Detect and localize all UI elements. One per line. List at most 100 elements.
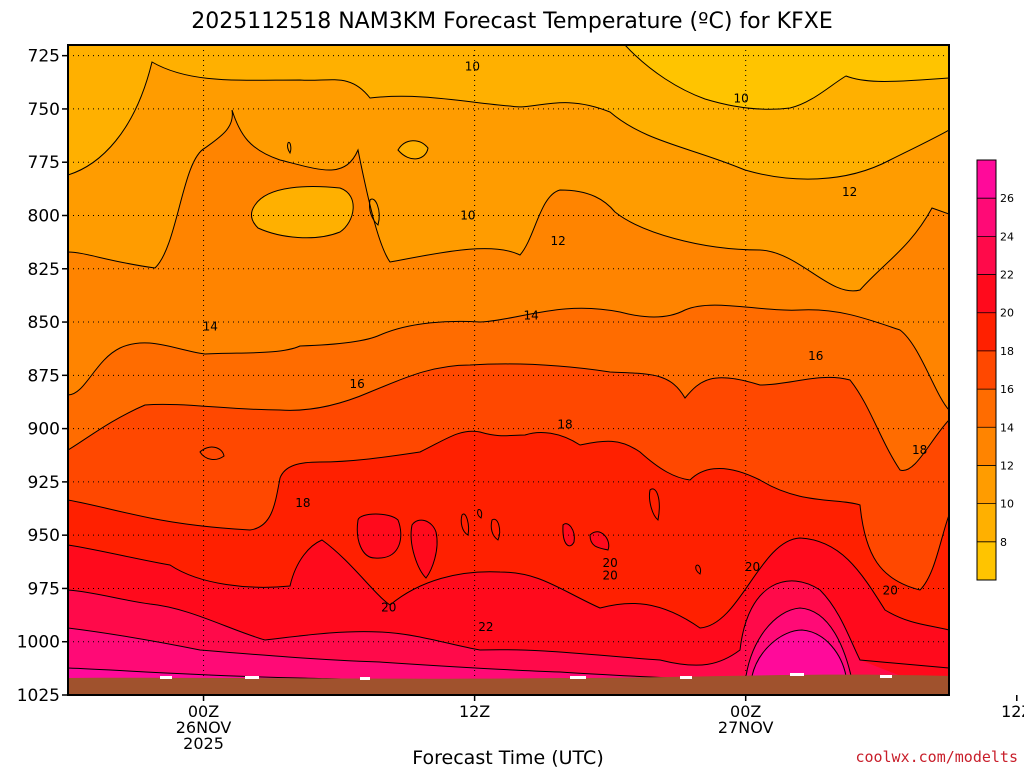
colorbar-swatch [977,389,996,428]
colorbar: 8 10 12 14 16 18 20 22 24 26 [976,159,1014,581]
contour-20 [68,537,949,631]
contour-value-label: 16 [350,377,365,391]
surface-fleck [245,676,259,679]
colorbar-tick-label: 26 [1000,192,1014,205]
y-tick-label: 750 [28,100,60,120]
y-tick-label: 775 [28,153,60,173]
contour-pocket-14 [287,141,292,155]
x-tick-label: 12Z [459,702,490,721]
contour-10 [68,61,949,180]
x-tick-label: 26NOV [176,718,232,737]
colorbar-frame [976,159,997,581]
colorbar-tick-label: 16 [1000,383,1014,396]
plot-area: 1010108121012141414161616181818182020202… [68,45,949,695]
contour-pocket-11 [199,446,225,460]
colorbar-tick-label: 18 [1000,345,1014,358]
colorbar-tick-label: 8 [1000,536,1007,549]
contour-pocket-10 [649,488,660,521]
x-tick-label: 00Z [730,702,761,721]
colorbar-swatch [977,465,996,505]
contour-value-label: 16 [808,349,823,363]
contour-pocket-13 [695,564,701,575]
contour-value-label: 20 [883,584,898,598]
contour-value-label: 20 [603,556,618,570]
contour-value-label: 18 [912,443,927,457]
colorbar-tick-label: 10 [1000,498,1014,511]
contour-value-label: 18 [557,417,572,431]
colorbar-tick-label: 14 [1000,421,1014,434]
contour-labels: 1010108121012141414161616181818182020202… [203,59,928,634]
colorbar-swatch [977,274,996,314]
contour-value-label: 20 [745,560,760,574]
colorbar-tick-label: 22 [1000,269,1014,282]
contour-value-label: 12 [842,185,857,199]
colorbar-swatch [977,160,996,199]
contour-value-label: 18 [295,496,310,510]
y-tick-label: 825 [28,260,60,280]
contour-pocket-4 [589,531,610,551]
contour-pocket-7 [369,198,380,226]
ground-surface-edge [160,673,892,680]
credit-text: coolwx.com/modelts [855,748,1018,766]
y-tick-label: 1000 [17,633,60,653]
y-tick-label: 975 [28,579,60,599]
y-tick-label: 925 [28,473,60,493]
x-tick-label: 27NOV [718,718,774,737]
contour-value-label: 10 [460,208,475,222]
y-tick-label: 875 [28,366,60,386]
colorbar-swatch [977,541,996,581]
colorbar-swatch [977,350,996,390]
surface-fleck [790,673,804,676]
contour-8 [624,45,949,110]
contour-14 [68,304,949,411]
warm-pocket-1 [357,514,401,559]
contour-pocket-12 [477,509,483,519]
x-axis-label: Forecast Time (UTC) [412,747,603,768]
colorbar-swatch [977,312,996,352]
y-tick-label: 800 [28,206,60,226]
contour-value-label: 20 [381,601,396,615]
grid-lines [68,45,949,695]
contour-value-label: 14 [523,309,538,323]
contour-pocket-5 [251,186,354,239]
y-tick-label: 1025 [17,686,60,706]
contour-value-label: 10 [734,91,749,105]
colorbar-tick-label: 24 [1000,230,1014,243]
contour-pocket-1 [356,513,402,559]
y-tick-label: 850 [28,313,60,333]
surface-fleck [880,675,892,678]
surface-fleck [160,676,172,679]
colorbar-tick-label: 12 [1000,459,1014,472]
contour-pocket-2 [410,519,438,579]
contour-value-label: 14 [203,319,218,333]
contour-pocket-9 [490,518,501,541]
surface-fleck [570,676,586,679]
contour-value-label: 22 [478,620,493,634]
contour-value-label: 12 [551,234,566,248]
y-tick-label: 900 [28,420,60,440]
band-24-26 [68,608,949,695]
contour-16 [68,363,949,471]
x-axis: 00Z26NOV202512Z00Z27NOV12Z00Z28NOV [176,695,1024,753]
colorbar-swatch [977,427,996,466]
contour-value-label: 20 [603,569,618,583]
surface-fleck [680,676,692,679]
contour-pocket-6 [397,140,429,160]
colorbar-swatch [977,236,996,276]
surface-fleck [360,677,370,680]
colorbar-swatch [977,503,996,543]
y-axis: 725 750 775 800 825 850 875 900 925 950 975 1000 102… [17,47,68,706]
contour-18 [68,430,949,591]
contour-22 [68,580,949,669]
contour-12 [68,109,949,292]
x-tick-label: 2025 [183,734,224,753]
contour-value-label: 10 [465,59,480,73]
y-tick-label: 725 [28,47,60,67]
contour-lines [68,45,949,684]
contour-24 [68,607,853,684]
ground-surface [68,674,949,695]
x-tick-label: 00Z [188,702,219,721]
cool-pocket-2 [398,140,428,159]
colorbar-swatch [977,198,996,237]
